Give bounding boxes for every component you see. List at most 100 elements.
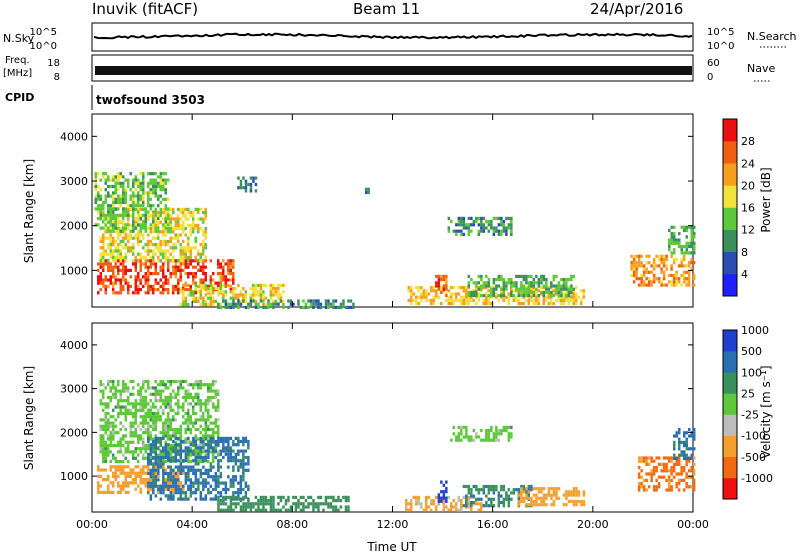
echo-cell xyxy=(149,424,152,428)
echo-cell xyxy=(477,292,480,296)
echo-cell xyxy=(692,261,696,265)
echo-cell xyxy=(164,243,167,247)
echo-cell xyxy=(329,505,333,509)
echo-cell xyxy=(187,484,190,488)
echo-cell xyxy=(124,197,127,201)
echo-cell xyxy=(650,456,653,460)
echo-cell xyxy=(425,502,428,506)
echo-cell xyxy=(154,446,158,450)
echo-cell xyxy=(202,281,205,285)
echo-cell xyxy=(109,229,112,233)
echo-cell xyxy=(522,302,525,306)
echo-cell xyxy=(219,281,222,285)
echo-cell xyxy=(99,443,102,448)
echo-cell xyxy=(224,436,228,440)
echo-cell xyxy=(167,478,170,482)
echo-cell xyxy=(482,216,486,220)
echo-cell xyxy=(467,229,471,233)
echo-cell xyxy=(242,436,245,440)
echo-cell xyxy=(112,431,115,435)
echo-cell xyxy=(477,497,481,501)
echo-cell xyxy=(557,298,560,302)
echo-cell xyxy=(154,389,157,393)
echo-cell xyxy=(204,230,207,234)
echo-cell xyxy=(189,290,193,294)
echo-cell xyxy=(104,284,107,288)
echo-cell xyxy=(194,383,197,387)
x-tick-label: 12:00 xyxy=(377,518,409,531)
echo-cell xyxy=(460,429,463,433)
echo-cell xyxy=(302,305,305,309)
echo-cell xyxy=(102,243,105,247)
echo-cell xyxy=(109,490,112,494)
echo-cell xyxy=(162,465,165,469)
echo-cell xyxy=(139,434,142,438)
echo-cell xyxy=(665,466,668,470)
echo-cell xyxy=(420,298,423,302)
echo-cell xyxy=(467,226,471,230)
echo-cell xyxy=(224,446,228,450)
echo-cell xyxy=(112,178,115,182)
echo-cell xyxy=(673,241,676,245)
echo-cell xyxy=(102,249,105,253)
echo-cell xyxy=(540,503,543,507)
echo-cell xyxy=(522,290,526,294)
echo-cell xyxy=(552,490,556,494)
echo-cell xyxy=(532,290,536,294)
echo-cell xyxy=(187,243,190,247)
echo-cell xyxy=(194,468,198,472)
echo-cell xyxy=(149,214,152,218)
echo-cell xyxy=(680,440,683,444)
echo-cell xyxy=(299,495,303,499)
echo-cell xyxy=(497,504,501,508)
echo-cell xyxy=(159,200,162,205)
echo-cell xyxy=(154,459,158,463)
echo-cell xyxy=(109,440,112,444)
echo-cell xyxy=(142,172,145,176)
echo-cell xyxy=(189,491,193,495)
echo-cell xyxy=(507,216,511,220)
echo-cell xyxy=(274,287,278,291)
echo-cell xyxy=(124,246,127,250)
echo-cell xyxy=(152,284,155,288)
echo-cell xyxy=(202,262,205,266)
echo-cell xyxy=(112,379,115,384)
echo-cell xyxy=(232,497,235,501)
echo-cell xyxy=(652,469,656,473)
echo-cell xyxy=(134,415,137,419)
echo-cell xyxy=(294,502,298,506)
echo-cell xyxy=(189,233,192,237)
echo-cell xyxy=(109,395,112,400)
echo-cell xyxy=(517,497,521,501)
echo-cell xyxy=(452,425,456,429)
echo-cell xyxy=(264,499,268,503)
echo-cell xyxy=(457,216,461,220)
echo-cell xyxy=(202,299,205,303)
echo-cell xyxy=(147,259,150,263)
echo-cell xyxy=(487,438,491,442)
echo-cell xyxy=(555,298,558,302)
echo-cell xyxy=(174,268,177,272)
y-tick-label: 4000 xyxy=(60,130,88,143)
echo-cell xyxy=(134,474,137,478)
echo-cell xyxy=(242,439,245,444)
echo-cell xyxy=(184,227,187,231)
echo-cell xyxy=(137,213,140,217)
echo-cell xyxy=(177,379,180,384)
echo-cell xyxy=(545,278,548,282)
echo-cell xyxy=(249,302,253,306)
echo-cell xyxy=(642,459,646,463)
echo-cell xyxy=(194,462,198,466)
echo-cell xyxy=(117,243,120,247)
echo-cell xyxy=(242,508,245,512)
echo-cell xyxy=(94,175,97,179)
echo-cell xyxy=(94,181,97,185)
echo-cell xyxy=(487,281,491,285)
echo-cell xyxy=(552,302,555,306)
echo-cell xyxy=(122,229,125,233)
echo-cell xyxy=(177,427,180,432)
echo-cell xyxy=(480,438,483,442)
echo-cell xyxy=(189,214,192,218)
echo-cell xyxy=(167,421,170,425)
echo-cell xyxy=(442,287,446,291)
